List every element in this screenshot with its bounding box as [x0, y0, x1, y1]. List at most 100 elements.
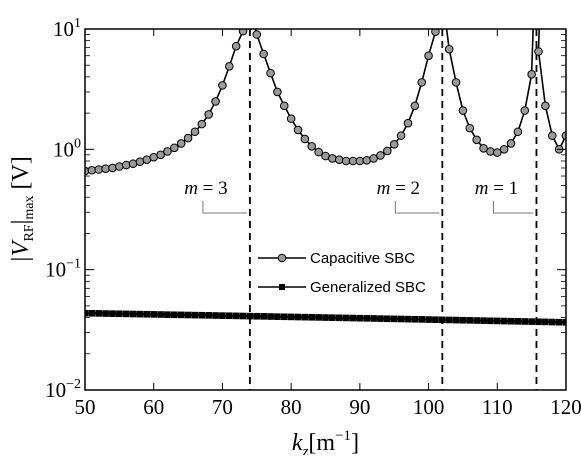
- data-point: [547, 131, 557, 140]
- data-point: [431, 29, 440, 36]
- data-point: [157, 311, 164, 318]
- y-axis-label: |VRF|max [V]: [8, 156, 37, 263]
- data-point: [384, 315, 391, 323]
- x-tick-label: 90: [349, 395, 370, 419]
- legend-marker: [279, 284, 285, 290]
- data-point: [473, 317, 480, 324]
- plot-frame: [84, 28, 567, 391]
- data-point: [184, 311, 192, 319]
- data-point: [246, 312, 254, 320]
- x-tick-label: 80: [281, 395, 302, 419]
- data-point: [451, 78, 461, 87]
- data-point: [150, 311, 158, 318]
- data-point: [432, 316, 439, 323]
- data-point: [363, 315, 371, 322]
- data-point: [404, 315, 412, 323]
- data-point: [458, 106, 468, 115]
- data-point: [170, 143, 179, 153]
- resonance-lines: [249, 29, 538, 390]
- data-point: [410, 101, 420, 111]
- data-point: [115, 162, 124, 171]
- data-point: [369, 154, 378, 163]
- data-point: [493, 317, 501, 325]
- data-point: [528, 318, 535, 325]
- data-point: [334, 155, 344, 165]
- data-point: [266, 68, 275, 78]
- data-point: [445, 316, 453, 324]
- data-point: [542, 318, 549, 326]
- data-point: [102, 310, 109, 317]
- series-line: [85, 29, 566, 172]
- series-capacitive-sbc: [85, 29, 566, 176]
- y-tick-label: 100: [53, 136, 81, 161]
- x-tick-label: 70: [212, 395, 233, 419]
- x-tick-label: 60: [143, 395, 164, 419]
- data-point: [260, 313, 267, 320]
- data-point: [383, 146, 392, 156]
- data-point: [191, 311, 199, 319]
- data-point: [294, 313, 302, 321]
- data-point: [116, 310, 123, 318]
- data-point: [376, 151, 385, 160]
- resonance-annotations: m = 3 m = 2 m = 1: [184, 178, 534, 214]
- data-point: [527, 70, 536, 79]
- series-layer: [85, 29, 566, 326]
- data-point: [197, 119, 207, 129]
- data-point: [129, 310, 137, 318]
- y-tick-label: 10−1: [45, 257, 81, 282]
- data-point: [315, 314, 322, 321]
- data-point: [231, 41, 241, 51]
- data-point: [308, 313, 316, 321]
- data-point: [212, 312, 219, 319]
- data-point: [273, 87, 282, 97]
- data-point: [156, 150, 165, 160]
- data-point: [425, 316, 432, 323]
- data-point: [452, 316, 460, 324]
- x-tick-label: 100: [413, 395, 445, 419]
- resonance-label: m = 1: [475, 178, 518, 199]
- data-point: [444, 44, 454, 54]
- data-point: [183, 133, 193, 143]
- data-point: [418, 316, 426, 323]
- data-point: [204, 110, 213, 119]
- resonance-pointer: [202, 201, 247, 214]
- data-point: [238, 29, 248, 36]
- data-point: [293, 125, 303, 135]
- data-point: [506, 139, 516, 148]
- data-point: [480, 317, 487, 324]
- data-point: [561, 131, 566, 140]
- data-point: [259, 49, 268, 59]
- data-point: [198, 311, 206, 319]
- data-point: [492, 148, 502, 157]
- data-point: [177, 311, 185, 319]
- data-point: [356, 314, 364, 322]
- data-point: [342, 314, 350, 322]
- data-point: [562, 319, 566, 326]
- data-point: [417, 78, 427, 87]
- data-point: [218, 81, 227, 90]
- resonance-label: m = 3: [184, 178, 227, 199]
- data-point: [122, 310, 130, 318]
- data-point: [389, 140, 399, 149]
- data-point: [377, 315, 384, 322]
- data-point: [95, 310, 103, 317]
- data-point: [143, 310, 151, 318]
- data-point: [190, 127, 200, 137]
- data-point: [472, 135, 481, 145]
- data-point: [548, 318, 556, 326]
- data-point: [521, 318, 529, 325]
- resonance-label: m = 2: [377, 178, 420, 199]
- data-point: [439, 316, 446, 324]
- data-point: [136, 310, 144, 318]
- data-point: [390, 315, 398, 323]
- data-point: [274, 313, 281, 320]
- data-point: [314, 147, 323, 157]
- series-generalized-sbc: [85, 309, 566, 326]
- data-point: [499, 145, 509, 154]
- data-point: [465, 123, 475, 133]
- data-point: [555, 318, 563, 326]
- data-point: [513, 127, 523, 137]
- data-point: [239, 312, 247, 320]
